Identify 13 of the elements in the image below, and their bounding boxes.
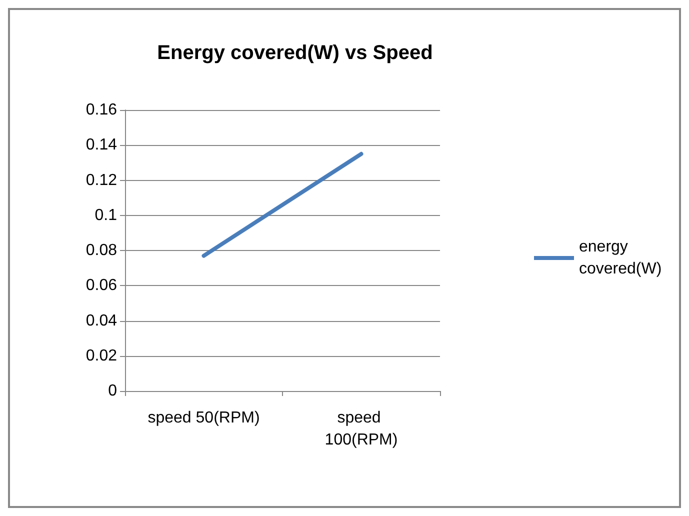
- y-tick-label: 0.06: [86, 277, 118, 294]
- x-tick-label: speed 50(RPM): [148, 410, 260, 426]
- y-tick-label: 0.04: [86, 312, 118, 330]
- y-tick-label: 0.1: [94, 206, 118, 224]
- y-tick-label: 0.08: [86, 242, 118, 259]
- x-tick-label: speed 100(RPM): [324, 410, 398, 448]
- y-tick-label: 0.14: [86, 136, 118, 154]
- y-tick-label: 0: [108, 382, 118, 400]
- chart-title: Energy covered(W) vs Speed: [157, 42, 433, 64]
- legend-label: energy covered(W): [579, 238, 662, 278]
- y-tick-label: 0.16: [86, 102, 118, 118]
- y-tick-label: 0.12: [86, 172, 118, 189]
- y-tick-label: 0.02: [86, 347, 118, 364]
